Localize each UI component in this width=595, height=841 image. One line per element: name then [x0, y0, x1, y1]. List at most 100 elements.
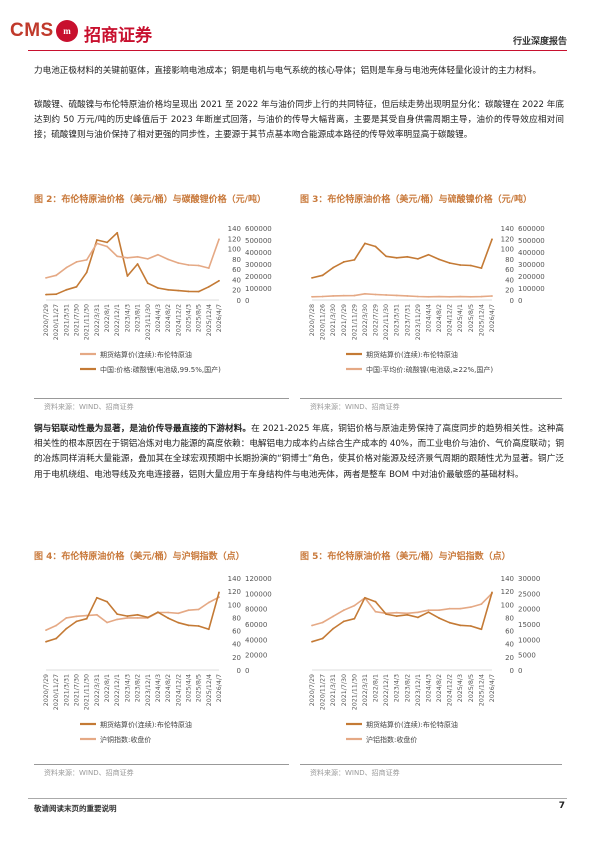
- series-line-1: [45, 596, 220, 631]
- series-point-0: [374, 245, 377, 248]
- series-point-1: [197, 290, 200, 293]
- series-point-1: [427, 609, 430, 612]
- series-point-0: [85, 617, 88, 620]
- figure-5-source: 资料来源：WIND、招商证券: [310, 769, 400, 777]
- y-left-tick-label: 80: [505, 614, 514, 622]
- y-left-tick-label: 0: [510, 297, 514, 305]
- figure-3-title: 图 3：布伦特原油价格（美元/桶）与硫酸镍价格（元/吨）: [300, 195, 532, 205]
- series-point-1: [353, 294, 356, 297]
- x-tick-label: 2024/12/2: [447, 304, 454, 336]
- y-right-tick-label: 400000: [518, 249, 545, 257]
- series-point-0: [480, 267, 483, 270]
- series-point-0: [126, 256, 129, 259]
- x-tick-label: 2022/3/30: [362, 304, 369, 336]
- x-tick-label: 2021/11/29: [351, 304, 358, 340]
- series-point-0: [364, 242, 366, 245]
- series-point-0: [157, 611, 159, 614]
- series-point-1: [207, 601, 210, 604]
- x-tick-label: 2022/11/30: [383, 304, 390, 340]
- x-tick-label: 2023/4/3: [124, 304, 131, 332]
- series-point-1: [187, 609, 190, 612]
- series-line-0: [311, 239, 493, 279]
- series-line-1: [311, 592, 493, 627]
- series-point-0: [157, 253, 159, 256]
- y-right-tick-label: 600000: [245, 225, 272, 233]
- series-point-0: [311, 640, 313, 643]
- series-line-1: [311, 293, 493, 298]
- x-tick-label: 2023/4/3: [124, 674, 131, 702]
- series-point-0: [85, 258, 88, 261]
- legend-label-0: 期货结算价(连续):布伦特原油: [366, 720, 458, 729]
- series-point-0: [311, 276, 313, 279]
- paragraph-3-body: 在 2021-2025 年底，铜铝价格与原油走势保持了高度同步的趋势相关性。这种…: [34, 424, 564, 480]
- legend-label-1: 中国:平均价:硫酸镍(电池级,≥22%,国产): [366, 365, 493, 374]
- series-point-0: [385, 255, 388, 258]
- series-point-0: [45, 276, 47, 279]
- y-right-tick-label: 5000: [518, 652, 536, 660]
- y-left-tick-label: 60: [232, 266, 241, 274]
- x-tick-label: 2024/12/2: [175, 304, 182, 336]
- y-right-tick-label: 40000: [245, 636, 267, 644]
- y-right-tick-label: 80000: [245, 606, 267, 614]
- y-right-tick-label: 0: [518, 667, 522, 675]
- series-point-0: [416, 616, 419, 619]
- series-point-1: [438, 295, 440, 298]
- series-point-1: [448, 295, 451, 298]
- series-point-1: [395, 611, 398, 614]
- y-left-tick-label: 100: [501, 601, 514, 609]
- series-point-1: [469, 295, 472, 298]
- y-left-tick-label: 60: [505, 628, 514, 636]
- y-right-tick-label: 20000: [245, 652, 267, 660]
- x-tick-label: 2025/8/5: [196, 674, 203, 702]
- series-point-0: [136, 613, 139, 616]
- y-right-tick-label: 300000: [518, 261, 545, 269]
- series-point-1: [459, 607, 462, 610]
- x-tick-label: 2026/4/7: [216, 304, 223, 332]
- series-point-1: [136, 263, 139, 265]
- series-point-0: [45, 640, 47, 643]
- series-point-0: [491, 238, 493, 241]
- figure-2-title: 图 2：布伦特原油价格（美元/桶）与碳酸锂价格（元/吨）: [34, 195, 266, 205]
- series-point-1: [480, 603, 483, 605]
- series-point-1: [55, 293, 58, 296]
- series-point-1: [95, 239, 98, 241]
- x-tick-label: 2025/4/1: [457, 304, 464, 332]
- series-point-1: [45, 293, 47, 296]
- series-point-0: [187, 264, 190, 266]
- y-right-tick-label: 400000: [245, 249, 272, 257]
- series-point-1: [321, 621, 324, 624]
- logo-badge-icon: m: [56, 20, 78, 42]
- x-tick-label: 2023/8/2: [404, 674, 411, 702]
- logo-cms-text: CMS: [10, 20, 54, 41]
- x-tick-label: 2022/12/1: [383, 674, 390, 706]
- figure-4-divider: [34, 764, 289, 765]
- y-right-tick-label: 200000: [245, 273, 272, 281]
- series-point-0: [136, 255, 139, 258]
- series-point-1: [416, 295, 419, 298]
- x-tick-label: 2023/8/2: [135, 674, 142, 702]
- series-point-0: [438, 258, 440, 261]
- series-point-0: [427, 253, 430, 256]
- x-tick-label: 2020/11/27: [53, 304, 60, 340]
- y-left-tick-label: 120: [501, 588, 514, 596]
- series-point-0: [146, 257, 149, 260]
- series-point-0: [116, 613, 119, 616]
- y-left-tick-label: 20: [505, 287, 514, 295]
- legend-label-1: 沪铝指数:收盘价: [366, 735, 417, 744]
- series-point-1: [364, 292, 366, 295]
- series-point-1: [116, 618, 119, 621]
- figure-2-divider: [34, 398, 289, 399]
- series-point-1: [406, 612, 409, 615]
- y-left-tick-label: 120: [228, 588, 241, 596]
- y-left-tick-label: 40: [232, 641, 241, 649]
- series-point-1: [106, 621, 108, 624]
- series-point-1: [342, 294, 345, 297]
- series-point-0: [459, 624, 462, 627]
- series-point-0: [353, 617, 356, 620]
- y-left-tick-label: 140: [228, 225, 241, 233]
- series-point-1: [167, 288, 170, 291]
- series-point-1: [427, 295, 430, 298]
- x-tick-label: 2021/3/31: [63, 674, 70, 706]
- x-tick-label: 2025/12/4: [478, 674, 485, 706]
- x-tick-label: 2023/11/29: [415, 304, 422, 340]
